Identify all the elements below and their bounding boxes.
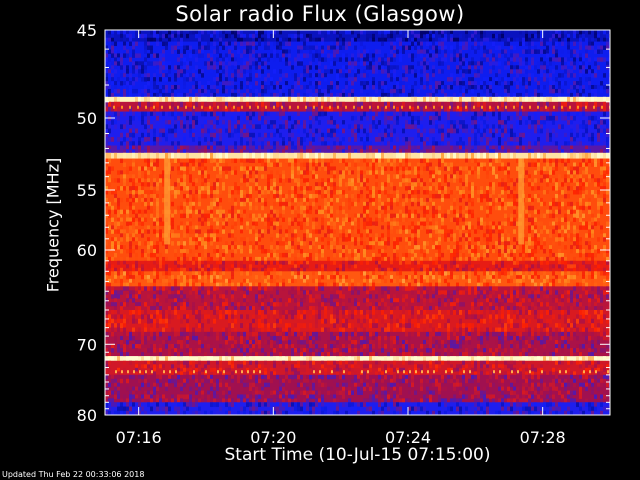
x-tick-label: 07:20 [250, 428, 296, 447]
frequency-band [105, 271, 610, 287]
y-tick-label: 55 [77, 181, 97, 200]
frequency-band [105, 101, 610, 113]
frequency-band [105, 111, 610, 147]
y-tick-label: 50 [77, 109, 97, 128]
frequency-band [105, 41, 610, 98]
frequency-band [105, 96, 610, 103]
frequency-band [105, 145, 610, 154]
frequency-band [105, 310, 610, 333]
y-tick-label: 70 [77, 335, 97, 354]
frequency-band [105, 30, 610, 43]
frequency-band [105, 152, 610, 160]
frequency-band [105, 374, 610, 403]
updated-timestamp: Updated Thu Feb 22 00:33:06 2018 [2, 470, 145, 479]
burst-feature [518, 158, 525, 245]
x-axis-label: Start Time (10-Jul-15 07:15:00) [224, 445, 491, 465]
interference-marks [113, 105, 610, 374]
frequency-band [105, 356, 610, 362]
y-axis-label: Frequency [MHz] [43, 157, 63, 293]
x-tick-label: 07:28 [520, 428, 566, 447]
frequency-band [105, 286, 610, 311]
frequency-band [105, 158, 610, 262]
x-tick-label: 07:16 [116, 428, 162, 447]
heatmap-area [105, 30, 610, 415]
burst-feature [164, 158, 171, 245]
y-tick-label: 80 [77, 406, 97, 425]
axes: 07:16 07:20 07:24 07:28 45 50 55 60 70 80 [77, 21, 610, 447]
y-tick-label: 45 [77, 21, 97, 40]
frequency-band [105, 360, 610, 376]
chart-title: Solar radio Flux (Glasgow) [175, 2, 465, 26]
x-tick-label: 07:24 [385, 428, 431, 447]
y-tick-label: 60 [77, 241, 97, 260]
frequency-band [105, 260, 610, 272]
plot-frame [104, 29, 611, 416]
frequency-band [105, 402, 610, 415]
frequency-band [105, 331, 610, 357]
